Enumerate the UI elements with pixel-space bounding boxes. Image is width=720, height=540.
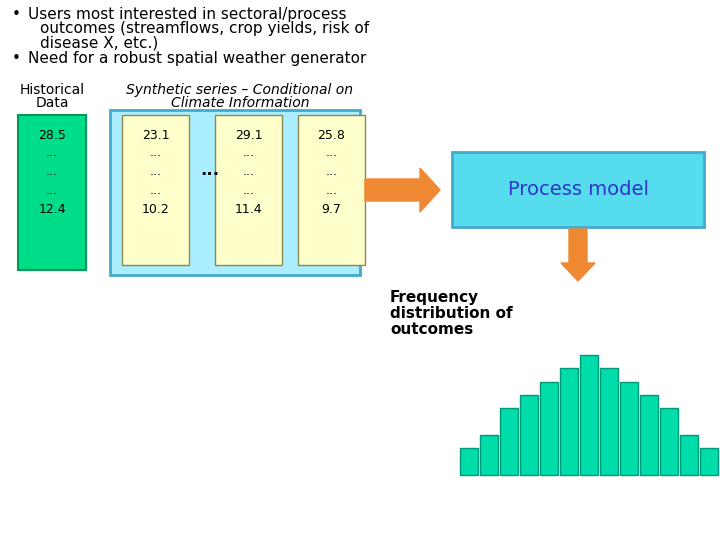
Text: ...: ... (243, 146, 254, 159)
Text: ...: ... (150, 146, 161, 159)
Text: ...: ... (325, 165, 338, 178)
Text: ...: ... (243, 165, 254, 178)
Text: 29.1: 29.1 (235, 129, 262, 142)
Bar (500, 408, 518, 475)
FancyArrow shape (561, 229, 595, 281)
Text: 11.4: 11.4 (235, 203, 262, 216)
FancyBboxPatch shape (110, 110, 360, 275)
Text: Data: Data (35, 96, 68, 110)
Text: 12.4: 12.4 (38, 203, 66, 216)
Bar (520, 395, 538, 475)
Text: ...: ... (325, 146, 338, 159)
Text: Need for a robust spatial weather generator: Need for a robust spatial weather genera… (28, 51, 366, 66)
Text: ...: ... (243, 184, 254, 197)
Text: 23.1: 23.1 (142, 129, 169, 142)
FancyBboxPatch shape (18, 115, 86, 270)
Text: 25.8: 25.8 (318, 129, 346, 142)
Bar (620, 382, 638, 475)
Bar (660, 408, 678, 475)
Text: distribution of: distribution of (390, 306, 513, 321)
Text: Process model: Process model (508, 180, 649, 199)
Text: ...: ... (150, 184, 161, 197)
FancyBboxPatch shape (215, 115, 282, 265)
Text: ...: ... (325, 184, 338, 197)
Text: Historical: Historical (19, 83, 84, 97)
FancyBboxPatch shape (298, 115, 365, 265)
Text: 9.7: 9.7 (322, 203, 341, 216)
Bar (680, 435, 698, 475)
FancyBboxPatch shape (122, 115, 189, 265)
Text: ...: ... (200, 161, 220, 179)
Bar (460, 448, 478, 475)
Text: ...: ... (46, 146, 58, 159)
Text: Synthetic series – Conditional on: Synthetic series – Conditional on (127, 83, 354, 97)
Text: 28.5: 28.5 (38, 129, 66, 142)
Bar (600, 368, 618, 475)
Text: Frequency: Frequency (390, 290, 479, 305)
Text: •: • (12, 7, 21, 22)
FancyBboxPatch shape (452, 152, 704, 227)
Text: outcomes: outcomes (390, 322, 473, 337)
Text: outcomes (streamflows, crop yields, risk of: outcomes (streamflows, crop yields, risk… (40, 21, 369, 36)
Bar (540, 382, 558, 475)
Bar (700, 448, 718, 475)
Text: disease X, etc.): disease X, etc.) (40, 35, 158, 50)
Text: ...: ... (150, 165, 161, 178)
Text: Climate Information: Climate Information (171, 96, 310, 110)
Text: ...: ... (46, 165, 58, 178)
FancyArrow shape (365, 168, 440, 212)
Text: •: • (12, 51, 21, 66)
Bar (640, 395, 658, 475)
Bar (560, 368, 578, 475)
Bar (480, 435, 498, 475)
Text: Users most interested in sectoral/process: Users most interested in sectoral/proces… (28, 7, 346, 22)
Text: ...: ... (46, 184, 58, 197)
Bar (580, 355, 598, 475)
Text: 10.2: 10.2 (142, 203, 169, 216)
